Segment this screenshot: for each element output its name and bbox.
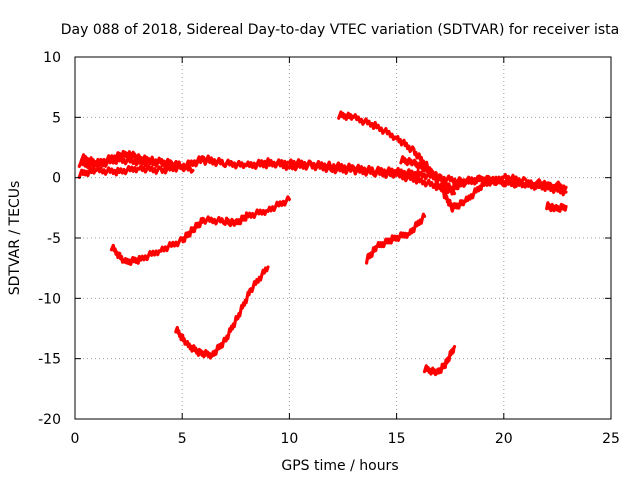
y-tick-label: -10 <box>38 291 61 307</box>
x-tick-label: 20 <box>495 431 513 447</box>
y-tick-label: -20 <box>38 412 61 428</box>
chart-title: Day 088 of 2018, Sidereal Day-to-day VTE… <box>61 22 619 38</box>
series-line-arc-7 <box>399 155 457 196</box>
y-tick-label: -15 <box>38 352 61 368</box>
series-line-arc-6 <box>337 110 566 213</box>
y-tick-label: 5 <box>52 110 61 126</box>
x-tick-label: 25 <box>602 431 620 447</box>
x-tick-label: 0 <box>71 431 80 447</box>
series-line-arc-3 <box>79 149 195 174</box>
x-tick-label: 10 <box>280 431 298 447</box>
x-axis-label: GPS time / hours <box>281 458 398 474</box>
series-line-arc-8 <box>365 212 427 265</box>
series-line-arc-10 <box>545 201 568 213</box>
series-line-arc-2 <box>77 154 568 197</box>
y-axis-label: SDTVAR / TECUs <box>7 181 23 296</box>
grid-lines <box>75 57 611 419</box>
series-line-arc-5 <box>174 265 270 360</box>
x-tick-label: 5 <box>178 431 187 447</box>
axis-ticks: 0 5 10 15 20 25 -20 -15 -10 -5 0 5 10 <box>38 50 620 447</box>
y-tick-label: 0 <box>52 171 61 187</box>
data-series <box>77 110 568 377</box>
y-tick-label: 10 <box>43 50 61 66</box>
y-tick-label: -5 <box>47 231 61 247</box>
series-line-arc-4 <box>109 195 291 266</box>
x-tick-label: 15 <box>388 431 406 447</box>
series-line-arc-9 <box>422 345 457 377</box>
